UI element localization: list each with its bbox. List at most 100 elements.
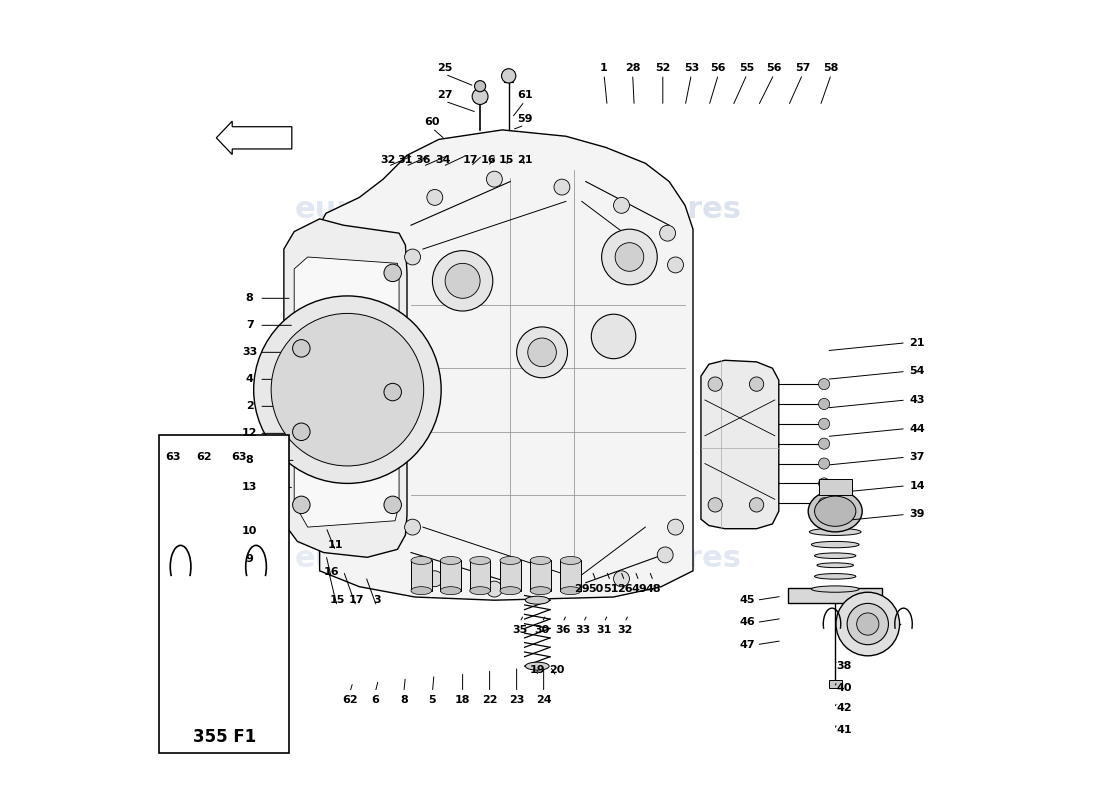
Text: autospares: autospares (549, 195, 741, 224)
Text: 35: 35 (513, 626, 527, 635)
Ellipse shape (526, 596, 549, 604)
Circle shape (384, 264, 402, 282)
Ellipse shape (814, 496, 856, 526)
Text: 44: 44 (910, 423, 925, 434)
Text: 20: 20 (549, 665, 564, 675)
Circle shape (486, 581, 503, 597)
Text: 34: 34 (434, 155, 451, 165)
FancyArrow shape (217, 121, 292, 154)
Text: 52: 52 (656, 63, 671, 73)
Bar (160, 435, 289, 753)
Text: 37: 37 (910, 452, 925, 462)
Ellipse shape (440, 557, 461, 565)
Circle shape (293, 496, 310, 514)
Text: 14: 14 (910, 481, 925, 490)
Text: 55: 55 (739, 63, 755, 73)
Text: 49: 49 (631, 584, 647, 594)
Circle shape (272, 314, 424, 466)
Text: 41: 41 (836, 725, 851, 734)
Text: 47: 47 (739, 640, 755, 650)
Circle shape (658, 547, 673, 563)
Text: 32: 32 (617, 626, 632, 635)
Circle shape (847, 603, 889, 645)
Text: 32: 32 (381, 155, 396, 165)
Text: 2: 2 (245, 402, 254, 411)
Circle shape (427, 190, 442, 206)
Text: 8: 8 (245, 455, 254, 466)
Text: 9: 9 (245, 554, 254, 564)
Text: 1: 1 (601, 63, 608, 73)
Circle shape (384, 383, 402, 401)
Text: 56: 56 (711, 63, 726, 73)
Text: 19: 19 (529, 665, 546, 675)
Bar (818, 479, 851, 495)
Circle shape (708, 377, 723, 391)
Bar (470, 561, 491, 590)
Text: 8: 8 (400, 695, 408, 706)
Bar (560, 561, 581, 590)
Ellipse shape (814, 553, 856, 558)
Circle shape (254, 296, 441, 483)
Text: autospares: autospares (549, 544, 741, 574)
Circle shape (749, 377, 763, 391)
Ellipse shape (440, 586, 461, 594)
Ellipse shape (411, 586, 431, 594)
Circle shape (818, 378, 829, 390)
Text: 18: 18 (455, 695, 471, 706)
Text: 39: 39 (910, 510, 925, 519)
Polygon shape (294, 257, 399, 527)
Text: 29: 29 (574, 584, 590, 594)
Text: 16: 16 (481, 155, 496, 165)
Circle shape (472, 89, 488, 105)
Text: eurospares: eurospares (295, 195, 487, 224)
Text: 21: 21 (517, 155, 532, 165)
Circle shape (486, 171, 503, 187)
Text: 62: 62 (342, 695, 358, 706)
Circle shape (446, 263, 480, 298)
Text: 31: 31 (398, 155, 414, 165)
Text: 15: 15 (498, 155, 514, 165)
Ellipse shape (499, 586, 520, 594)
Text: 59: 59 (517, 114, 532, 124)
Text: 53: 53 (684, 63, 699, 73)
Bar (411, 561, 431, 590)
Text: 15: 15 (329, 595, 344, 605)
Circle shape (615, 242, 644, 271)
Text: 48: 48 (646, 584, 661, 594)
Text: 27: 27 (438, 90, 453, 100)
Text: 33: 33 (242, 347, 257, 358)
Text: 63: 63 (231, 452, 246, 462)
Text: 5: 5 (429, 695, 437, 706)
Circle shape (668, 257, 683, 273)
Circle shape (602, 229, 658, 285)
Circle shape (668, 519, 683, 535)
Text: 50: 50 (588, 584, 604, 594)
Text: 24: 24 (536, 695, 551, 706)
Ellipse shape (560, 557, 581, 565)
Circle shape (818, 398, 829, 410)
Circle shape (502, 69, 516, 83)
Text: 54: 54 (910, 366, 925, 376)
Circle shape (517, 327, 568, 378)
Ellipse shape (530, 557, 551, 565)
Circle shape (405, 519, 420, 535)
Circle shape (474, 81, 486, 92)
Ellipse shape (499, 557, 520, 565)
Ellipse shape (526, 662, 549, 670)
Text: 11: 11 (328, 539, 343, 550)
Text: 43: 43 (910, 395, 925, 405)
Text: 31: 31 (596, 626, 612, 635)
Circle shape (818, 458, 829, 469)
Text: 51: 51 (603, 584, 618, 594)
Polygon shape (320, 130, 693, 600)
Text: 38: 38 (836, 661, 851, 671)
Text: 3: 3 (373, 595, 381, 605)
Text: 60: 60 (425, 117, 440, 127)
Circle shape (293, 340, 310, 357)
Text: 62: 62 (196, 452, 211, 462)
Circle shape (836, 592, 900, 656)
Text: 13: 13 (242, 482, 257, 492)
Text: 21: 21 (910, 338, 925, 348)
Text: 17: 17 (463, 155, 478, 165)
Text: 42: 42 (836, 703, 851, 714)
